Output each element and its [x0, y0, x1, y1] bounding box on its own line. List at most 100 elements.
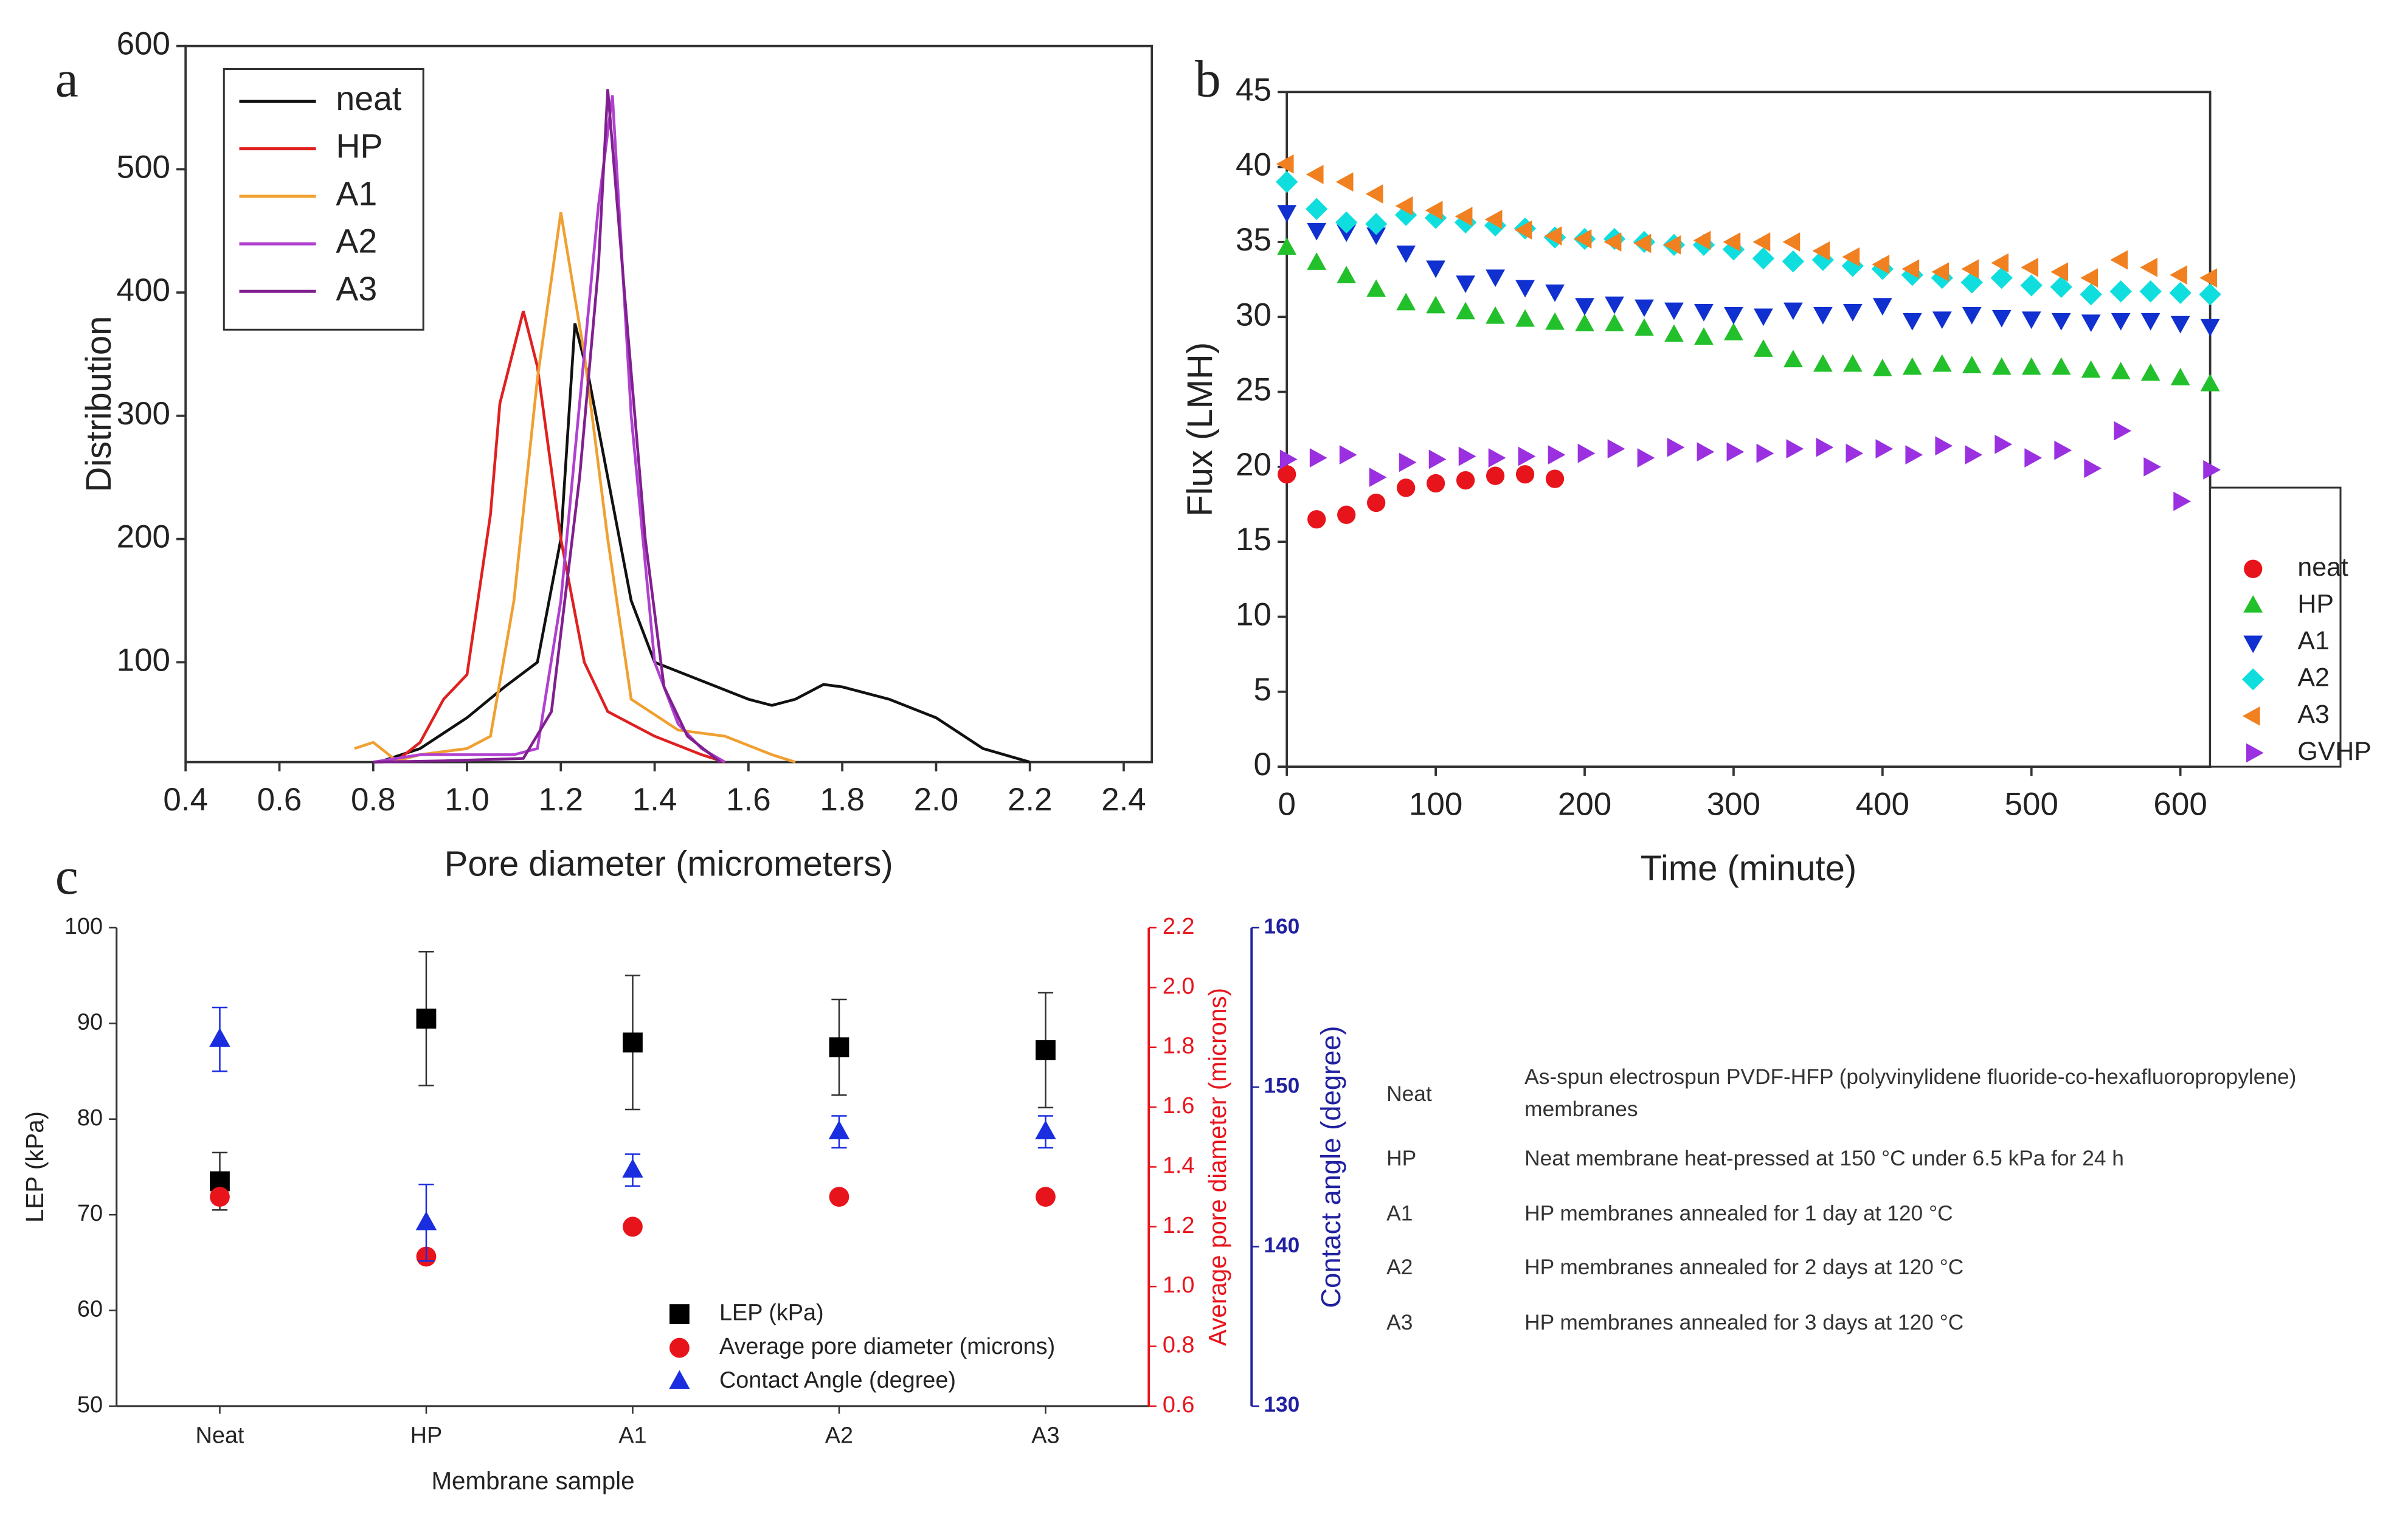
marker	[1902, 357, 1922, 375]
marker	[829, 1037, 849, 1058]
y-tick-label: 20	[1236, 447, 1271, 483]
marker	[1995, 435, 2013, 454]
y2-tick-label: 1.6	[1163, 1093, 1195, 1119]
marker	[1515, 309, 1535, 327]
marker	[1752, 232, 1771, 252]
marker	[1962, 306, 1982, 325]
marker	[1486, 269, 1505, 288]
marker	[1842, 354, 1863, 372]
marker	[2169, 281, 2192, 304]
y-tick-label: 90	[77, 1009, 103, 1035]
marker	[1786, 439, 1804, 459]
marker	[2084, 458, 2102, 478]
marker	[1515, 465, 1535, 484]
y-tick-label: 100	[64, 914, 103, 939]
marker	[1965, 445, 1983, 465]
x-tick-label: 100	[1409, 787, 1462, 823]
marker	[1455, 207, 1473, 226]
x-tick-label: 500	[2005, 787, 2058, 823]
marker	[1366, 279, 1386, 297]
marker	[1697, 442, 1715, 462]
legend-frame	[2209, 486, 2342, 768]
marker	[1425, 201, 1443, 221]
marker	[415, 1211, 437, 1230]
marker	[1339, 445, 1357, 465]
x-tick-label: 0	[1278, 787, 1295, 823]
y-tick-label: 100	[117, 642, 170, 678]
marker	[1036, 1187, 1056, 1207]
y-tick-label: 40	[1236, 147, 1271, 183]
marker	[1307, 223, 1327, 241]
marker	[669, 1304, 690, 1324]
marker	[1872, 255, 1890, 274]
data-line	[373, 95, 726, 764]
marker	[1991, 253, 2009, 273]
legend-label: LEP (kPa)	[719, 1300, 824, 1326]
marker	[2111, 362, 2131, 379]
x-tick-label: 2.4	[1101, 782, 1146, 818]
marker	[1783, 350, 1803, 368]
x-tick-label: 1.2	[539, 782, 584, 818]
legend-frame	[223, 67, 424, 331]
marker	[1395, 196, 1413, 216]
plot-frame	[1285, 91, 2212, 768]
marker	[1754, 339, 1773, 357]
y-tick-label: 25	[1236, 372, 1271, 408]
y-tick-label: 500	[117, 149, 170, 185]
marker	[1932, 354, 1952, 372]
marker	[1991, 309, 2012, 328]
x-tick-label: 1.0	[445, 782, 490, 818]
marker	[1932, 311, 1952, 330]
marker	[622, 1158, 643, 1178]
x-tick-label: 400	[1856, 787, 1909, 823]
marker	[1935, 436, 1953, 456]
marker	[1367, 493, 1386, 512]
marker	[2050, 275, 2072, 299]
data-line	[395, 310, 725, 764]
marker	[1693, 230, 1711, 250]
marker	[1518, 446, 1536, 466]
marker	[1872, 298, 1892, 316]
legend-table: Neat As-spun electrospun PVDF-HFP (polyvi…	[1374, 1055, 2394, 1349]
x-tick-label: HP	[410, 1423, 443, 1448]
marker	[1396, 245, 1416, 263]
legend-label: A3	[336, 270, 377, 308]
marker	[2051, 357, 2071, 375]
table-row: A2 HP membranes annealed for 2 days at 12…	[1374, 1241, 2390, 1296]
marker	[210, 1187, 230, 1207]
x-axis-title: Time (minute)	[1641, 849, 1857, 888]
marker	[2081, 360, 2101, 378]
marker	[2170, 316, 2190, 334]
marker	[1426, 474, 1445, 493]
plot-frame	[184, 44, 1154, 764]
marker	[1901, 259, 1920, 279]
table-row: A1 HP membranes annealed for 1 day at 120…	[1374, 1186, 2390, 1241]
marker	[1337, 505, 1356, 524]
x-axis-title: Membrane sample	[431, 1467, 634, 1495]
legend-label: neat	[336, 80, 401, 117]
marker	[1813, 306, 1833, 325]
y-tick-label: 50	[77, 1392, 103, 1418]
legend-label: A1	[2297, 626, 2329, 655]
marker	[2139, 280, 2162, 303]
marker	[828, 1120, 850, 1140]
marker	[829, 1187, 849, 1207]
marker	[1663, 235, 1681, 255]
marker	[1484, 210, 1503, 229]
marker	[2111, 312, 2131, 331]
marker	[1846, 443, 1864, 463]
marker	[1545, 284, 1565, 302]
x-tick-label: A2	[825, 1423, 853, 1448]
sample-description: Neat membrane heat-pressed at 150 °C und…	[1524, 1145, 2124, 1171]
marker	[1723, 232, 1741, 252]
marker	[1426, 260, 1445, 278]
marker	[2021, 357, 2041, 375]
marker	[1399, 452, 1417, 472]
marker	[1605, 296, 1624, 314]
marker	[1726, 442, 1745, 462]
y3-tick-label: 160	[1264, 914, 1299, 938]
sample-code: A1	[1386, 1200, 1413, 1225]
y-tick-label: 600	[117, 26, 170, 62]
marker	[2081, 314, 2101, 333]
marker	[1488, 448, 1506, 468]
